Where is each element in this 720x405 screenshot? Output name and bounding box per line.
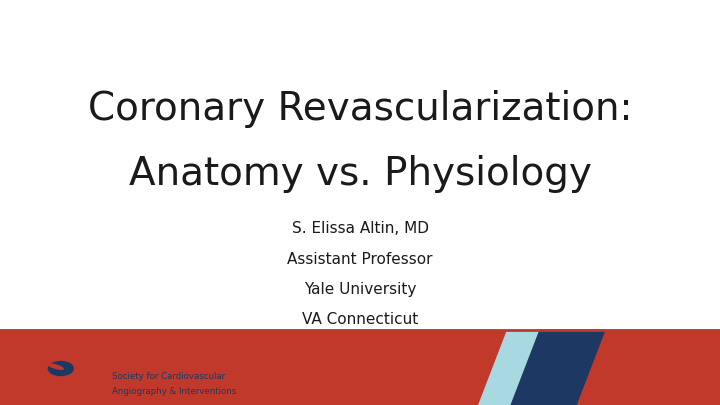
Circle shape bbox=[35, 357, 62, 371]
Polygon shape bbox=[511, 330, 605, 405]
Text: SCAI: SCAI bbox=[112, 344, 166, 364]
Circle shape bbox=[56, 357, 83, 371]
Text: S. Elissa Altin, MD: S. Elissa Altin, MD bbox=[292, 221, 428, 237]
Text: Yale University: Yale University bbox=[304, 282, 416, 297]
Text: Coronary Revascularization:: Coronary Revascularization: bbox=[88, 90, 632, 128]
Polygon shape bbox=[479, 330, 544, 405]
Text: Society for Cardiovascular: Society for Cardiovascular bbox=[112, 372, 225, 381]
Circle shape bbox=[48, 362, 73, 375]
Text: Angiography & Interventions: Angiography & Interventions bbox=[112, 387, 236, 396]
Text: VA Connecticut: VA Connecticut bbox=[302, 312, 418, 328]
Ellipse shape bbox=[48, 364, 63, 369]
Text: Assistant Professor: Assistant Professor bbox=[287, 252, 433, 267]
Text: Anatomy vs. Physiology: Anatomy vs. Physiology bbox=[129, 155, 591, 193]
Bar bbox=[0, 330, 720, 405]
Polygon shape bbox=[37, 364, 81, 377]
